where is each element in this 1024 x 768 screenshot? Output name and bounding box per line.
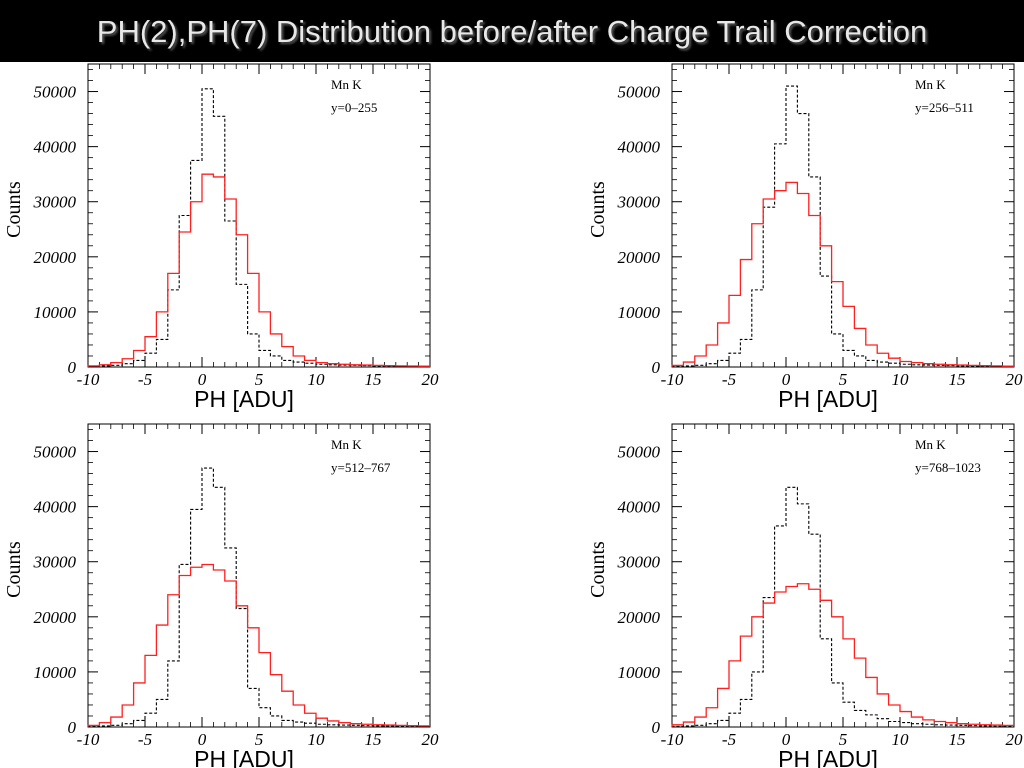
histogram-panel-bottom-right: -10 -5 0 5 10 15 20 0 10000 20000 30000 40000 50000 M… (587, 423, 1024, 768)
panel-annotation-line: Mn K (331, 77, 362, 92)
y-tick-label: 30000 (617, 553, 661, 572)
x-tick-label: 15 (365, 370, 382, 389)
y-tick-label: 20000 (618, 608, 661, 627)
y-tick-label: 0 (652, 358, 661, 377)
x-tick-label: 20 (422, 730, 440, 749)
x-axis-label: PH [ADU] (194, 386, 294, 412)
x-tick-label: 20 (422, 370, 440, 389)
page-title: PH(2),PH(7) Distribution before/after Ch… (96, 14, 928, 49)
x-tick-label: 20 (1006, 370, 1024, 389)
panel-annotation-line: y=256–511 (915, 100, 974, 115)
x-tick-label: 5 (255, 370, 264, 389)
panel-annotation-line: y=512–767 (331, 460, 391, 475)
histogram-before-correction (87, 467, 430, 727)
histogram-after-correction (87, 173, 430, 367)
y-tick-label: 50000 (34, 83, 77, 102)
x-tick-label: 10 (308, 370, 326, 389)
y-tick-label: 0 (68, 718, 77, 737)
panel-annotation-line: y=768–1023 (915, 460, 981, 475)
title-bar (0, 0, 1024, 62)
y-axis-label: Counts (3, 541, 25, 598)
y-tick-label: 20000 (34, 248, 77, 267)
histogram-panel-bottom-left: -10 -5 0 5 10 15 20 0 10000 20000 30000 40000 50000 M… (3, 423, 440, 768)
x-tick-label: 20 (1006, 730, 1024, 749)
y-tick-label: 30000 (617, 193, 661, 212)
histogram-after-correction (87, 563, 430, 727)
histogram-after-correction (671, 583, 1014, 727)
y-tick-label: 0 (652, 718, 661, 737)
x-tick-label: 0 (782, 730, 791, 749)
y-tick-label: 10000 (618, 303, 661, 322)
x-tick-label: -5 (138, 370, 152, 389)
x-tick-label: 0 (198, 370, 207, 389)
y-tick-label: 40000 (34, 138, 77, 157)
x-tick-label: 15 (949, 370, 966, 389)
panel-annotation-line: Mn K (331, 437, 362, 452)
y-axis-label: Counts (587, 181, 609, 238)
x-tick-label: -10 (77, 730, 100, 749)
y-axis-label: Counts (3, 181, 25, 238)
x-axis-label: PH [ADU] (194, 746, 294, 768)
y-tick-label: 40000 (618, 498, 661, 517)
y-tick-label: 50000 (618, 443, 661, 462)
panel-annotation-line: y=0–255 (331, 100, 377, 115)
x-tick-label: 15 (949, 730, 966, 749)
y-tick-label: 30000 (33, 553, 77, 572)
y-tick-label: 20000 (34, 608, 77, 627)
panel-annotation-line: Mn K (915, 437, 946, 452)
x-tick-label: -10 (77, 370, 100, 389)
x-tick-label: 0 (198, 730, 207, 749)
x-tick-label: 0 (782, 370, 791, 389)
x-tick-label: 10 (308, 730, 326, 749)
y-tick-label: 40000 (618, 138, 661, 157)
histogram-panel-top-right: -10 -5 0 5 10 15 20 0 10000 20000 30000 40000 50000 M… (587, 63, 1024, 412)
x-tick-label: 15 (365, 730, 382, 749)
x-tick-label: 5 (255, 730, 264, 749)
plot-frame (87, 63, 431, 368)
x-axis-label: PH [ADU] (778, 386, 878, 412)
x-tick-label: 10 (892, 370, 910, 389)
histogram-before-correction (671, 85, 1014, 367)
y-axis-label: Counts (587, 541, 609, 598)
y-tick-label: 50000 (34, 443, 77, 462)
x-tick-label: -5 (722, 730, 736, 749)
panel-annotation-line: Mn K (915, 77, 946, 92)
y-tick-label: 0 (68, 358, 77, 377)
x-tick-label: -5 (722, 370, 736, 389)
x-tick-label: -10 (661, 730, 684, 749)
x-tick-label: -10 (661, 370, 684, 389)
histogram-before-correction (671, 486, 1014, 727)
y-tick-label: 50000 (618, 83, 661, 102)
histogram-after-correction (671, 181, 1014, 367)
y-tick-label: 10000 (34, 663, 77, 682)
x-tick-label: -5 (138, 730, 152, 749)
y-tick-label: 10000 (34, 303, 77, 322)
y-tick-label: 40000 (34, 498, 77, 517)
x-axis-label: PH [ADU] (778, 746, 878, 768)
x-tick-label: 5 (839, 730, 848, 749)
y-tick-label: 20000 (618, 248, 661, 267)
histogram-panel-top-left: -10 -5 0 5 10 15 20 0 10000 20000 30000 40000 50000 M… (3, 63, 440, 412)
histogram-before-correction (87, 88, 430, 367)
y-tick-label: 30000 (33, 193, 77, 212)
x-tick-label: 5 (839, 370, 848, 389)
x-tick-label: 10 (892, 730, 910, 749)
y-tick-label: 10000 (618, 663, 661, 682)
